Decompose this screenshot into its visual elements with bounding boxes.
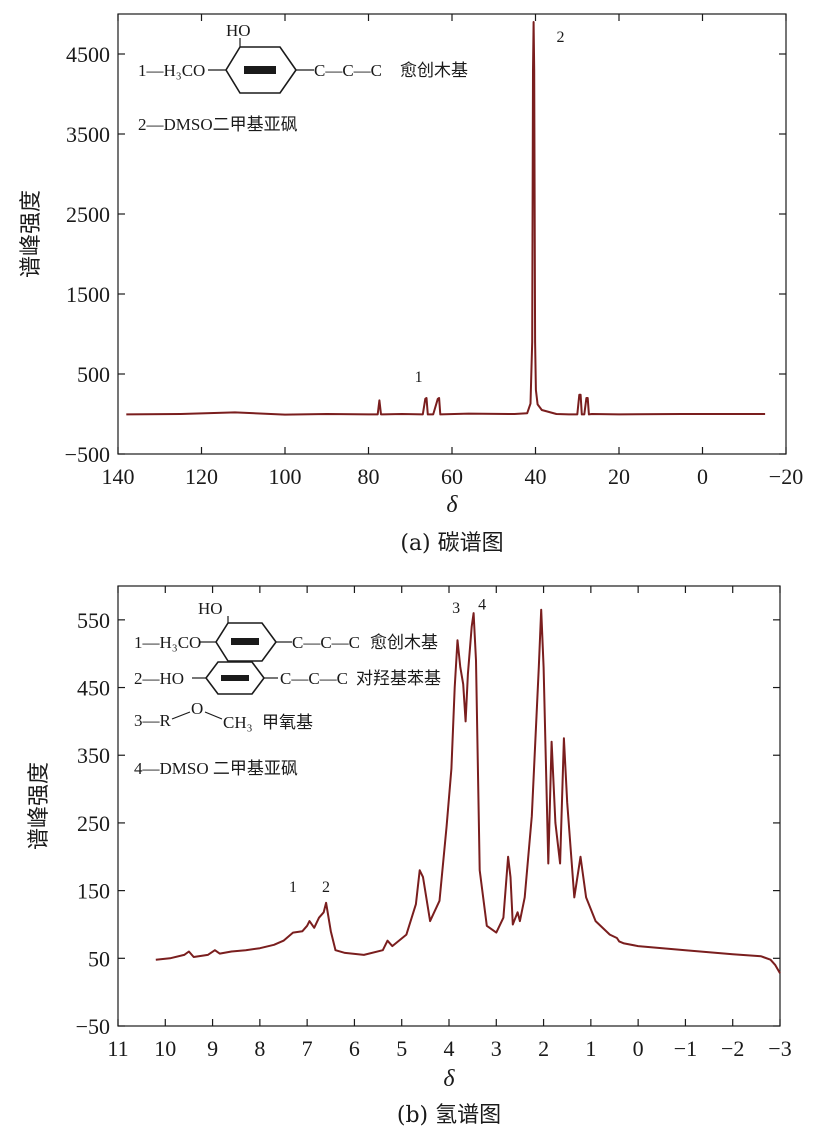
panel-caption: (a) 碳谱图 [400,531,503,556]
x-tick-label: 80 [358,464,380,489]
x-tick-label: 6 [349,1036,360,1061]
y-axis-label: 谱峰强度 [27,762,52,850]
x-tick-label: 4 [444,1036,455,1061]
legend-entry-1-name: 愈创木基 [370,633,438,652]
legend-entry-1-label: 1—H₃CO [134,633,201,652]
series-line [126,21,766,416]
x-tick-label: 2 [538,1036,549,1061]
peak-label: 1 [415,369,423,386]
x-tick-label: 10 [154,1036,176,1061]
legend-box: 1—H₃CO HO C—C—C 愈创木基 2—DMSO二甲基亚砜 [138,21,468,134]
x-axis-label: δ [443,1066,455,1092]
legend-entry-2-label: 2—HO [134,669,184,688]
x-tick-label: 7 [302,1036,313,1061]
y-tick-label: 150 [77,879,110,904]
legend-entry-1-substituent: HO [226,21,251,40]
series-layer [126,21,766,416]
y-tick-label: 500 [77,362,110,387]
x-tick-label: 20 [608,464,630,489]
panel-hydrogen-spectrum: 11 10 9 8 7 6 5 4 3 2 1 0 −1 −2 −3−5050150250350450550… [27,585,792,1128]
x-tick-label: 11 [107,1036,128,1061]
y-tick-label: 4500 [66,42,110,67]
x-tick-label: 9 [207,1036,218,1061]
legend-entry-1-label: 1—H₃CO [138,61,205,80]
axis-ticks: 140 120 100 80 60 40 20 0 −20 −500 500 1500 2500 3500… [65,14,803,489]
peak-label: 2 [322,879,330,896]
legend-entry-3-chain: CH₃ [223,713,253,732]
bond-line [171,711,191,720]
y-tick-label: 250 [77,811,110,836]
panel-caption: (b) 氢谱图 [397,1103,501,1128]
x-tick-label: 5 [396,1036,407,1061]
y-tick-label: 1500 [66,282,110,307]
y-tick-label: 2500 [66,202,110,227]
x-tick-label: 0 [633,1036,644,1061]
x-tick-label: 100 [269,464,302,489]
legend-entry-3-substituent: O [191,699,203,718]
x-tick-label: 3 [491,1036,502,1061]
x-tick-label: −2 [721,1036,744,1061]
x-tick-label: 140 [102,464,135,489]
series-line [155,608,781,974]
series-layer [155,608,781,974]
peak-label: 2 [557,29,565,46]
x-tick-label: −1 [674,1036,697,1061]
legend-entry-1-chain: C—C—C [292,633,360,652]
legend-entry-2-chain: C—C—C [280,669,348,688]
x-tick-label: 8 [254,1036,265,1061]
x-tick-label: 0 [697,464,708,489]
x-tick-label: 40 [525,464,547,489]
y-tick-label: 550 [77,608,110,633]
x-tick-label: 120 [185,464,218,489]
panel-carbon-spectrum: 140 120 100 80 60 40 20 0 −20 −500 500 1500 2500 3500… [19,13,803,556]
plot-frame [117,13,787,455]
x-tick-label: −20 [769,464,803,489]
x-tick-label: 1 [585,1036,596,1061]
x-tick-label: −3 [768,1036,791,1061]
benzene-ring-icon [215,622,277,662]
y-tick-label: 50 [88,946,110,971]
legend-entry-3-label: 3—R [134,711,172,730]
legend-entry-2-name: 对羟基苯基 [356,669,441,688]
annotation-layer: 1 2 3 4 [289,597,486,896]
benzene-ring-icon [205,661,265,695]
x-tick-label: 60 [441,464,463,489]
peak-label: 1 [289,879,297,896]
y-tick-label: 3500 [66,122,110,147]
y-tick-label: −500 [65,442,110,467]
legend-entry-1-substituent: HO [198,599,223,618]
y-tick-label: −50 [76,1014,110,1039]
benzene-ring-icon [225,46,297,94]
legend-entry-3-name: 甲氧基 [262,713,313,732]
peak-label: 3 [452,600,460,617]
legend-entry-1-name: 愈创木基 [400,61,468,80]
legend-entry-1-chain: C—C—C [314,61,382,80]
annotation-layer: 12 [415,29,565,386]
legend-box: 1—H₃CO HO C—C—C 愈创木基 2—HO C—C—C 对羟基苯基 3—… [134,599,441,778]
legend-entry-4-label: 4—DMSO 二甲基亚砜 [134,759,298,778]
peak-label: 4 [478,597,486,614]
y-tick-label: 450 [77,676,110,701]
y-tick-label: 350 [77,743,110,768]
legend-entry-2-label: 2—DMSO二甲基亚砜 [138,115,298,134]
y-axis-label: 谱峰强度 [19,190,44,278]
x-axis-label: δ [446,492,458,518]
bond-line [204,711,223,720]
